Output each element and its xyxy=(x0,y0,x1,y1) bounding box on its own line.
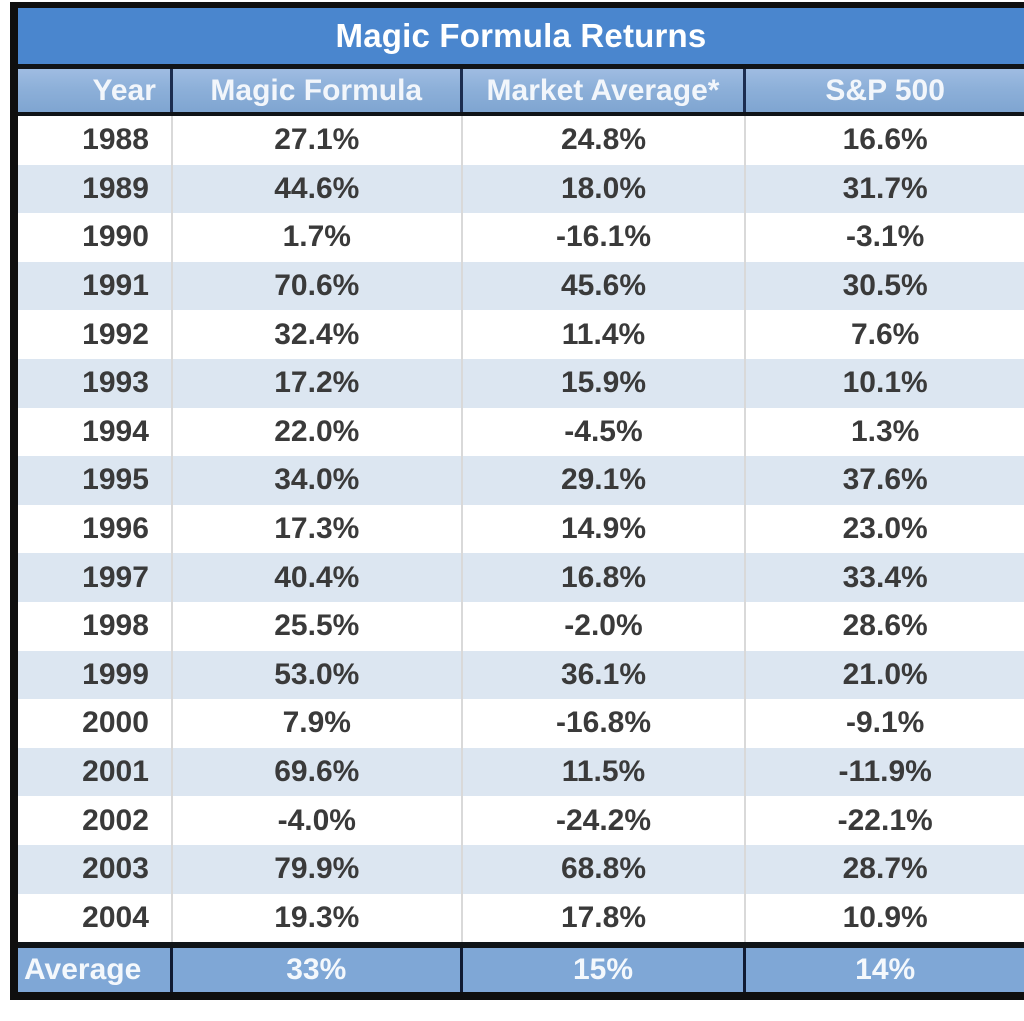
magic-formula-cell: 44.6% xyxy=(173,164,463,214)
sp500-cell: 31.7% xyxy=(842,171,928,205)
table-row: 1989 44.6% 18.0% 31.7% xyxy=(18,164,1024,214)
magic-formula-cell: 40.4% xyxy=(173,553,463,602)
magic-formula-cell: 1.7% xyxy=(173,213,463,262)
market-average-cell: 15.9% xyxy=(463,358,747,408)
year-cell: 2002 xyxy=(18,796,173,845)
year-cell: 1996 xyxy=(18,504,173,554)
year-cell: 2003 xyxy=(18,844,173,894)
year-cell: 1992 xyxy=(18,310,173,359)
table-row: 2002 -4.0% -24.2% -22.1% xyxy=(18,796,1024,845)
year-cell: 1988 xyxy=(18,116,173,165)
magic-formula-cell: 32.4% xyxy=(173,310,463,359)
year-cell: 1990 xyxy=(18,213,173,262)
table-row: 1997 40.4% 16.8% 33.4% xyxy=(18,553,1024,602)
column-header-year: Year xyxy=(18,69,173,112)
market-average-cell: -16.1% xyxy=(463,213,747,262)
average-sp500-value: 14% xyxy=(855,953,916,986)
sp500-cell: -11.9% xyxy=(838,755,932,789)
market-average-cell: 11.5% xyxy=(463,747,747,797)
table-header-row: Year Magic Formula Market Average* S&P 5… xyxy=(18,69,1024,116)
table-title-bar: Magic Formula Returns xyxy=(18,8,1024,69)
sp500-cell: 1.3% xyxy=(850,414,920,448)
market-average-cell: 36.1% xyxy=(463,650,747,700)
average-label: Average xyxy=(18,948,173,992)
column-header-market-average: Market Average* xyxy=(463,69,747,112)
year-cell: 1999 xyxy=(18,650,173,700)
table-body: 1988 27.1% 24.8% 16.6% 1989 44.6% 18.0% 31.7% 19… xyxy=(18,116,1024,943)
table-row: 1990 1.7% -16.1% -3.1% xyxy=(18,213,1024,262)
magic-formula-cell: 25.5% xyxy=(173,601,463,651)
magic-formula-cell: 27.1% xyxy=(173,116,463,165)
sp500-cell: 16.6% xyxy=(842,123,928,157)
market-average-cell: 68.8% xyxy=(463,844,747,894)
market-average-cell: 14.9% xyxy=(463,504,747,554)
magic-formula-returns-table: Magic Formula Returns Year Magic Formula… xyxy=(10,2,1024,1000)
market-average-cell: -24.2% xyxy=(463,796,747,845)
magic-formula-cell: 19.3% xyxy=(173,893,463,943)
year-cell: 1997 xyxy=(18,553,173,602)
market-average-cell: 11.4% xyxy=(463,310,747,359)
year-cell: 1995 xyxy=(18,456,173,505)
sp500-cell: 10.1% xyxy=(842,366,928,400)
magic-formula-cell: 70.6% xyxy=(173,261,463,311)
table-row: 2003 79.9% 68.8% 28.7% xyxy=(18,844,1024,894)
table-row: 1994 22.0% -4.5% 1.3% xyxy=(18,407,1024,457)
magic-formula-cell: -4.0% xyxy=(173,796,463,845)
table-row: 1996 17.3% 14.9% 23.0% xyxy=(18,504,1024,554)
column-header-magic-formula: Magic Formula xyxy=(173,69,463,112)
average-magic-formula-value: 33% xyxy=(173,948,463,992)
market-average-cell: 24.8% xyxy=(463,116,747,165)
year-cell: 2000 xyxy=(18,699,173,748)
table-row: 1991 70.6% 45.6% 30.5% xyxy=(18,261,1024,311)
market-average-cell: -16.8% xyxy=(463,699,747,748)
market-average-cell: 18.0% xyxy=(463,164,747,214)
sp500-cell: 37.6% xyxy=(842,463,928,497)
table-row: 1992 32.4% 11.4% 7.6% xyxy=(18,310,1024,359)
table-row: 1998 25.5% -2.0% 28.6% xyxy=(18,601,1024,651)
sp500-cell: 30.5% xyxy=(842,269,928,303)
sp500-cell: 33.4% xyxy=(842,560,928,594)
sp500-cell: -9.1% xyxy=(845,706,925,740)
table-row: 2004 19.3% 17.8% 10.9% xyxy=(18,893,1024,943)
sp500-cell: 23.0% xyxy=(842,512,928,546)
market-average-cell: 17.8% xyxy=(463,893,747,943)
table-row: 1988 27.1% 24.8% 16.6% xyxy=(18,116,1024,165)
magic-formula-cell: 22.0% xyxy=(173,407,463,457)
magic-formula-cell: 17.3% xyxy=(173,504,463,554)
table-title: Magic Formula Returns xyxy=(335,17,707,54)
year-cell: 1998 xyxy=(18,601,173,651)
market-average-cell: 45.6% xyxy=(463,261,747,311)
magic-formula-cell: 69.6% xyxy=(173,747,463,797)
sp500-cell: 7.6% xyxy=(850,317,920,351)
sp500-cell: 21.0% xyxy=(842,657,928,691)
table-row: 1993 17.2% 15.9% 10.1% xyxy=(18,358,1024,408)
year-cell: 1993 xyxy=(18,358,173,408)
table-row: 1999 53.0% 36.1% 21.0% xyxy=(18,650,1024,700)
table-row: 1995 34.0% 29.1% 37.6% xyxy=(18,456,1024,505)
sp500-cell: 28.6% xyxy=(842,609,928,643)
average-market-average-value: 15% xyxy=(463,948,747,992)
magic-formula-cell: 17.2% xyxy=(173,358,463,408)
year-cell: 2001 xyxy=(18,747,173,797)
market-average-cell: -2.0% xyxy=(463,601,747,651)
average-row: Average 33% 15% 14% xyxy=(18,942,1024,992)
sp500-cell: 28.7% xyxy=(842,852,928,886)
year-cell: 1994 xyxy=(18,407,173,457)
magic-formula-cell: 53.0% xyxy=(173,650,463,700)
magic-formula-cell: 34.0% xyxy=(173,456,463,505)
market-average-cell: -4.5% xyxy=(463,407,747,457)
magic-formula-cell: 79.9% xyxy=(173,844,463,894)
market-average-cell: 29.1% xyxy=(463,456,747,505)
sp500-cell: 10.9% xyxy=(842,900,928,934)
market-average-cell: 16.8% xyxy=(463,553,747,602)
year-cell: 1991 xyxy=(18,261,173,311)
sp500-cell: -22.1% xyxy=(837,803,933,837)
year-cell: 1989 xyxy=(18,164,173,214)
magic-formula-cell: 7.9% xyxy=(173,699,463,748)
sp500-cell: -3.1% xyxy=(845,220,925,254)
column-header-sp500: S&P 500 xyxy=(825,73,945,107)
table-row: 2000 7.9% -16.8% -9.1% xyxy=(18,699,1024,748)
table-row: 2001 69.6% 11.5% -11.9% xyxy=(18,747,1024,797)
year-cell: 2004 xyxy=(18,893,173,943)
